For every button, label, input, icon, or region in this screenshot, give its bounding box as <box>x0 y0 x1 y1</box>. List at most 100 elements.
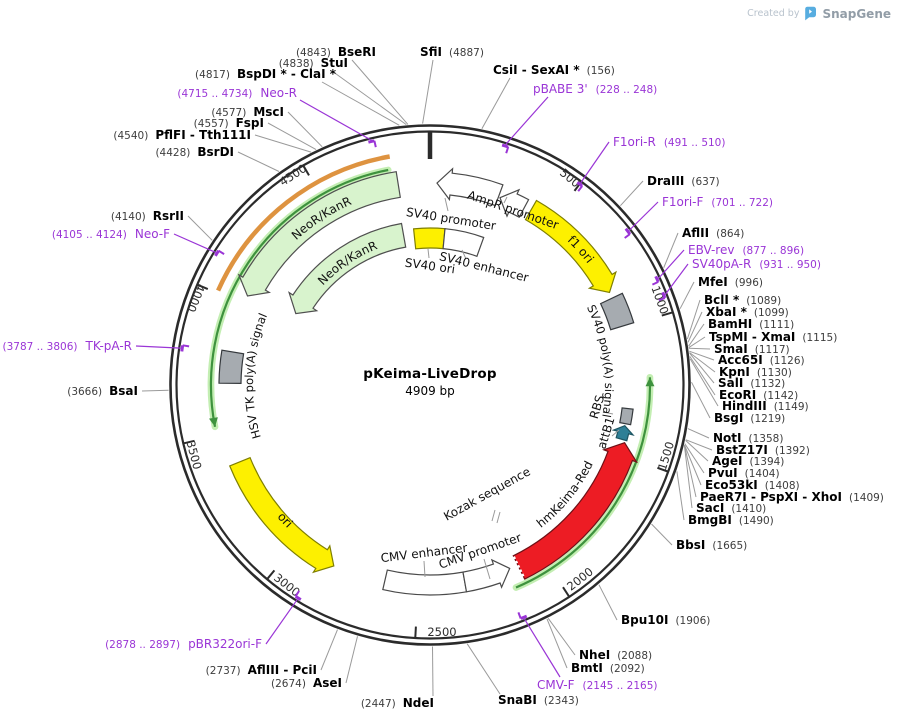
enzyme-label-Acc65I[interactable]: Acc65I (1126) <box>718 353 805 367</box>
plasmid-name: pKeima-LiveDrop <box>363 366 497 382</box>
feature-label-kozak[interactable]: Kozak sequence <box>441 464 533 523</box>
primer-label-pBABE-3-[interactable]: pBABE 3' (228 .. 248) <box>533 82 657 96</box>
feature-ampr-promoter[interactable] <box>499 188 530 219</box>
tick-4500 <box>302 165 310 176</box>
enzyme-label-HindIII[interactable]: HindIII (1149) <box>722 399 809 413</box>
primer-mark-hook <box>373 140 377 148</box>
enzyme-label-Eco53kI[interactable]: Eco53kI (1408) <box>705 478 800 492</box>
enzyme-label-AflIII-PciI[interactable]: (2737) AflIII - PciI <box>206 663 317 677</box>
enzyme-label-PvuI[interactable]: PvuI (1404) <box>708 466 780 480</box>
leader-line <box>267 122 317 151</box>
leader-line <box>422 59 434 124</box>
feature-sv40-promoter[interactable] <box>436 167 504 207</box>
feature-label-sv40-ori[interactable]: SV40 ori <box>404 256 456 277</box>
primer-label-F1ori-R[interactable]: F1ori-R (491 .. 510) <box>613 135 725 149</box>
feature-sv40-ori[interactable] <box>412 227 446 250</box>
leader-line <box>466 643 501 695</box>
enzyme-label-NheI[interactable]: NheI (2088) <box>579 648 652 662</box>
enzyme-label-PaeR7I-PspXI-XhoI[interactable]: PaeR7I - PspXI - XhoI (1409) <box>700 490 884 504</box>
enzyme-label-SnaBI[interactable]: SnaBI (2343) <box>498 693 579 707</box>
tick-4000 <box>197 283 209 291</box>
primer-mark-hook <box>624 233 631 239</box>
feature-neor-kanr-inner[interactable] <box>288 222 407 315</box>
enzyme-label-Bpu10I[interactable]: Bpu10I (1906) <box>621 613 710 627</box>
primer-label-Neo-F[interactable]: (4105 .. 4124) Neo-F <box>52 227 170 241</box>
enzyme-label-SacI[interactable]: SacI (1410) <box>696 501 766 515</box>
leader-line <box>687 428 710 439</box>
feature-hmkeima-red-hatch <box>512 556 526 579</box>
tick-1000 <box>661 311 673 317</box>
enzyme-label-SmaI[interactable]: SmaI (1117) <box>714 342 790 356</box>
feature-neor-kanr-outer[interactable] <box>237 171 401 297</box>
enzyme-label-FspI[interactable]: (4557) FspI <box>194 116 264 130</box>
enzyme-label-CsiI-SexAI-[interactable]: CsiI - SexAI * (156) <box>493 63 615 77</box>
enzyme-label-TspMI-XmaI[interactable]: TspMI - XmaI (1115) <box>709 330 837 344</box>
enzyme-label-AseI[interactable]: (2674) AseI <box>271 676 342 690</box>
primer-label-CMV-F[interactable]: CMV-F (2145 .. 2165) <box>537 678 657 692</box>
leader-line <box>651 523 673 546</box>
enzyme-label-BsrDI[interactable]: (4428) BsrDI <box>155 145 234 159</box>
enzyme-label-AgeI[interactable]: AgeI (1394) <box>712 454 784 468</box>
leader-line <box>620 180 644 207</box>
feature-sv40-enhancer[interactable] <box>442 228 485 258</box>
leader-line <box>691 381 711 419</box>
feature-hsv-tk-polya[interactable] <box>218 349 245 385</box>
feature-label-rbs[interactable]: RBS <box>587 393 607 420</box>
tick-1500 <box>657 466 669 473</box>
enzyme-label-NdeI[interactable]: (2447) NdeI <box>361 696 434 710</box>
snapgene-logo <box>805 6 817 21</box>
enzyme-label-SfiI[interactable]: SfiI (4887) <box>420 45 484 59</box>
enzyme-label-PflFI-Tth111I[interactable]: (4540) PflFI - Tth111I <box>113 128 251 142</box>
feature-attb1[interactable] <box>611 424 635 442</box>
enzyme-label-BamHI[interactable]: BamHI (1111) <box>708 317 794 331</box>
green-arc-left <box>209 168 389 428</box>
feature-cmv-promoter[interactable] <box>462 558 511 593</box>
decorative-arcs <box>207 154 655 591</box>
primer-mark-pBABE-3- <box>501 143 509 149</box>
enzyme-label-SalI[interactable]: SalI (1132) <box>718 376 785 390</box>
leader-line <box>505 96 549 145</box>
enzyme-label-EcoRI[interactable]: EcoRI (1142) <box>719 388 798 402</box>
leader-line <box>689 358 719 407</box>
enzyme-label-BsgI[interactable]: BsgI (1219) <box>714 411 785 425</box>
enzyme-label-MscI[interactable]: (4577) MscI <box>211 105 284 119</box>
primer-label-Neo-R[interactable]: (4715 .. 4734) Neo-R <box>177 86 297 100</box>
enzyme-label-AflII[interactable]: AflII (864) <box>682 226 744 240</box>
plasmid-title-block: pKeima-LiveDrop 4909 bp <box>330 366 530 398</box>
enzyme-label-BspDI-ClaI-[interactable]: (4817) BspDI * - ClaI * <box>195 67 337 81</box>
enzyme-label-BclI-[interactable]: BclI * (1089) <box>704 293 781 307</box>
enzyme-label-KpnI[interactable]: KpnI (1130) <box>719 365 792 379</box>
leader-line <box>481 77 511 129</box>
enzyme-label-BsaI[interactable]: (3666) BsaI <box>67 384 138 398</box>
feature-f1-ori[interactable] <box>524 199 617 294</box>
primer-mark-hook <box>651 280 659 286</box>
leader-line <box>503 196 508 204</box>
feature-hmkeima-red[interactable] <box>512 441 639 580</box>
primer-label-TK-pA-R[interactable]: (3787 .. 3806) TK-pA-R <box>3 339 133 353</box>
primer-mark-hook <box>294 590 300 597</box>
enzyme-label-BbsI[interactable]: BbsI (1665) <box>676 538 747 552</box>
feature-label-hsv-tk-polya[interactable]: HSV TK poly(A) signal <box>242 311 270 440</box>
enzyme-label-NotI[interactable]: NotI (1358) <box>713 431 783 445</box>
primer-label-EBV-rev[interactable]: EBV-rev (877 .. 896) <box>688 243 804 257</box>
enzyme-label-DraIII[interactable]: DraIII (637) <box>647 174 720 188</box>
primer-label-F1ori-F[interactable]: F1ori-F (701 .. 722) <box>662 195 773 209</box>
enzyme-label-BmtI[interactable]: BmtI (2092) <box>571 661 645 675</box>
feature-ori[interactable] <box>228 456 335 574</box>
leader-line <box>598 584 618 621</box>
feature-rbs[interactable] <box>619 407 634 426</box>
enzyme-label-MfeI[interactable]: MfeI (996) <box>698 275 763 289</box>
created-by-text: Created by <box>747 8 800 19</box>
enzyme-label-BseRI[interactable]: (4843) BseRI <box>296 45 376 59</box>
enzyme-label-BstZ17I[interactable]: BstZ17I (1392) <box>716 443 810 457</box>
primer-label-pBR322ori-F[interactable]: (2878 .. 2897) pBR322ori-F <box>105 637 262 651</box>
primer-label-SV40pA-R[interactable]: SV40pA-R (931 .. 950) <box>692 257 821 271</box>
enzyme-label-StuI[interactable]: (4838) StuI <box>279 56 348 70</box>
leader-line <box>679 281 695 309</box>
enzyme-label-RsrII[interactable]: (4140) RsrII <box>111 209 184 223</box>
enzyme-label-XbaI-[interactable]: XbaI * (1099) <box>706 305 789 319</box>
feature-sv40-polya[interactable] <box>599 292 635 331</box>
enzyme-label-BmgBI[interactable]: BmgBI (1490) <box>688 513 774 527</box>
watermark: Created by SnapGene <box>747 6 891 21</box>
leader-line <box>684 445 697 498</box>
